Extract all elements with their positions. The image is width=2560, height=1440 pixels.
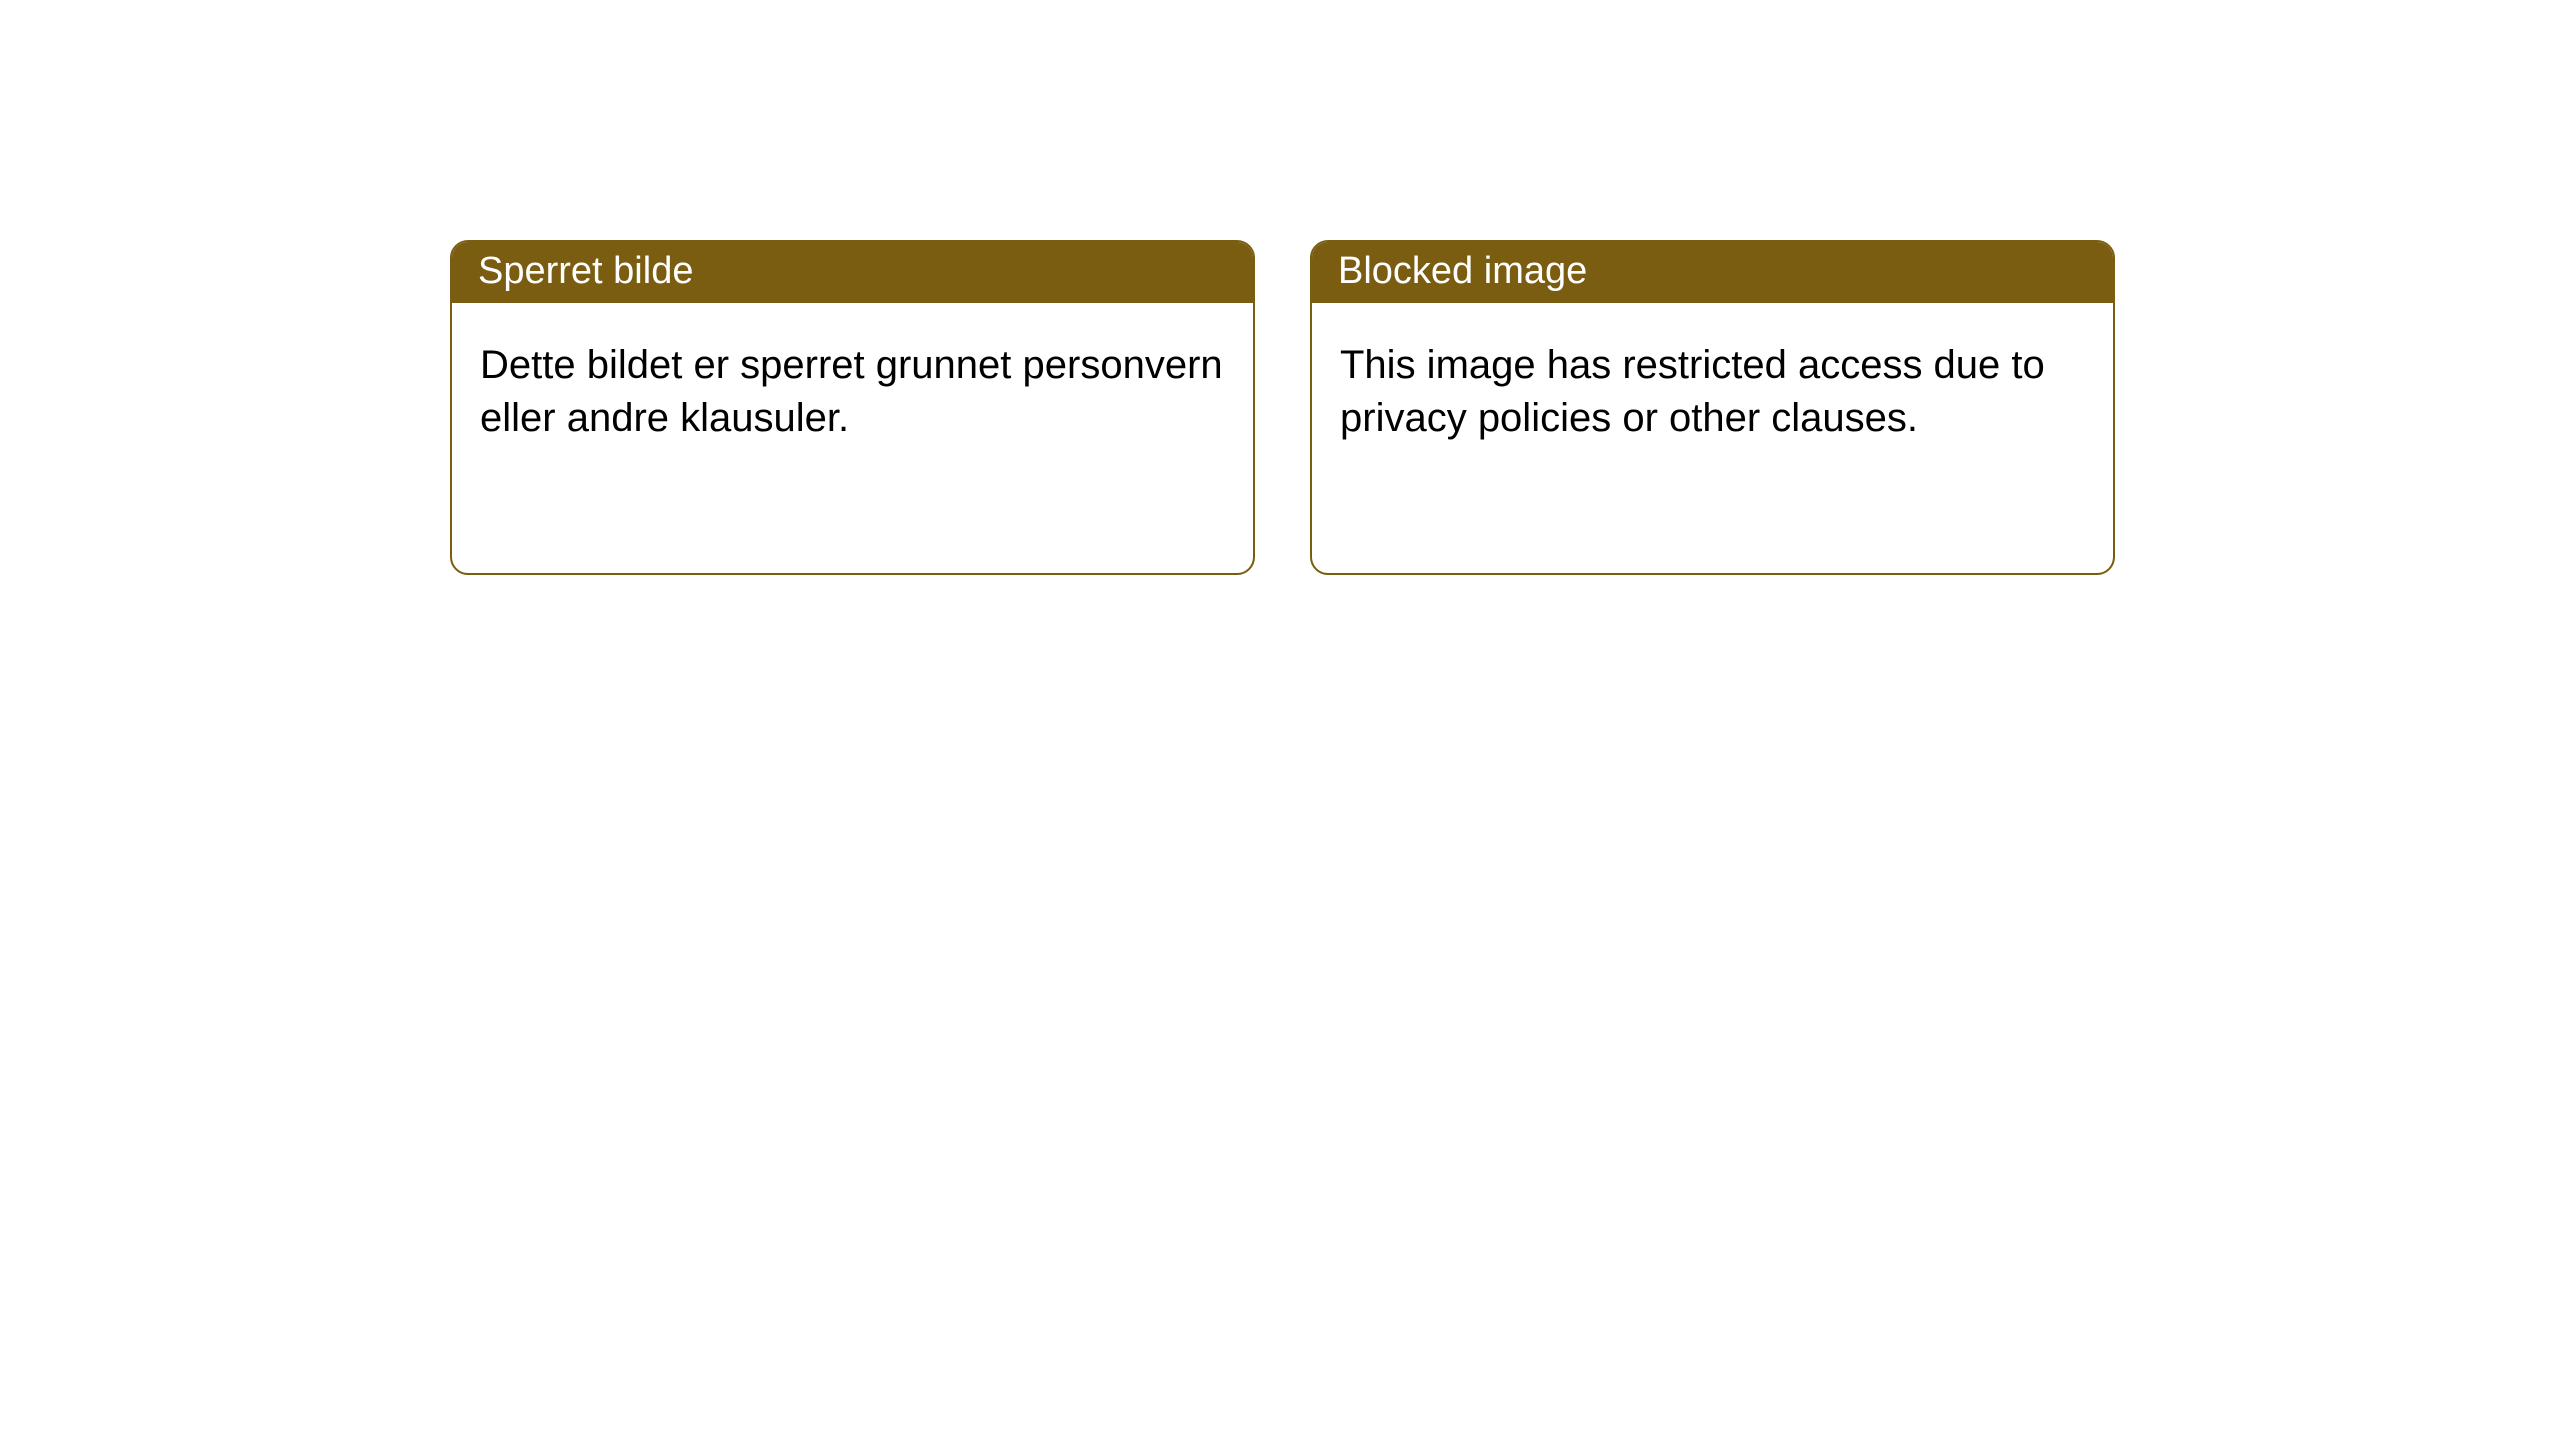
notice-title-english: Blocked image (1312, 242, 2113, 303)
notice-title-norwegian: Sperret bilde (452, 242, 1253, 303)
notice-body-english: This image has restricted access due to … (1312, 303, 2113, 481)
notice-container: Sperret bilde Dette bildet er sperret gr… (0, 0, 2560, 575)
notice-card-norwegian: Sperret bilde Dette bildet er sperret gr… (450, 240, 1255, 575)
notice-card-english: Blocked image This image has restricted … (1310, 240, 2115, 575)
notice-body-norwegian: Dette bildet er sperret grunnet personve… (452, 303, 1253, 481)
